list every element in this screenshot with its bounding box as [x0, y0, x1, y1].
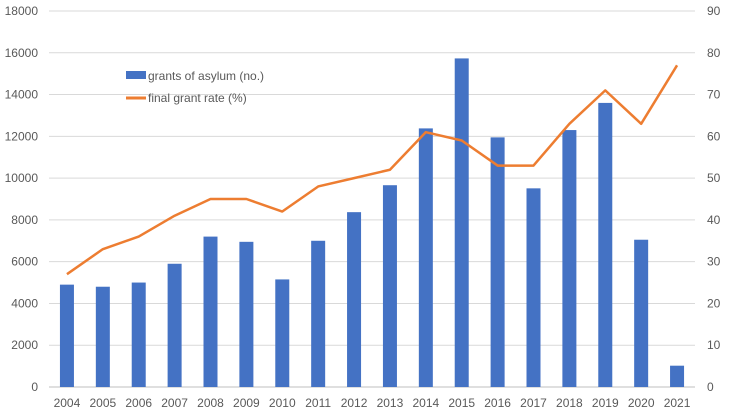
- left-tick-label: 18000: [5, 4, 39, 18]
- left-tick-label: 4000: [11, 296, 38, 310]
- gridlines: [49, 11, 695, 387]
- x-tick-label: 2017: [520, 396, 547, 410]
- x-tick-label: 2014: [412, 396, 439, 410]
- right-axis-ticks: 0 10 20 30 40 50 60 70 80 90: [707, 4, 721, 394]
- x-tick-label: 2004: [54, 396, 81, 410]
- bar-2010: [275, 279, 289, 387]
- left-axis-ticks: 0 2000 4000 6000 8000 10000 12000 14000 16000 180…: [5, 4, 39, 394]
- bar-2009: [239, 242, 253, 387]
- bar-2020: [634, 240, 648, 387]
- x-axis-ticks: 2004 2005 2006 2007 2008 2009 2010 2011 2012 2013…: [54, 396, 691, 410]
- left-tick-label: 14000: [5, 88, 39, 102]
- x-tick-label: 2010: [269, 396, 296, 410]
- right-tick-label: 70: [707, 88, 721, 102]
- bar-series: [60, 58, 684, 387]
- x-tick-label: 2008: [197, 396, 224, 410]
- left-tick-label: 10000: [5, 171, 39, 185]
- bar-2015: [455, 58, 469, 387]
- bar-2008: [204, 237, 218, 387]
- x-tick-label: 2005: [89, 396, 116, 410]
- x-tick-label: 2016: [484, 396, 511, 410]
- x-tick-label: 2015: [448, 396, 475, 410]
- bar-2011: [311, 241, 325, 387]
- legend: grants of asylum (no.) final grant rate …: [126, 69, 264, 105]
- right-tick-label: 40: [707, 213, 721, 227]
- right-tick-label: 0: [707, 380, 714, 394]
- left-tick-label: 8000: [11, 213, 38, 227]
- bar-2014: [419, 128, 433, 387]
- bar-2005: [96, 287, 110, 387]
- bar-2019: [598, 103, 612, 387]
- x-tick-label: 2019: [592, 396, 619, 410]
- x-tick-label: 2011: [305, 396, 331, 410]
- bar-2018: [562, 130, 576, 387]
- left-tick-label: 2000: [11, 338, 38, 352]
- right-tick-label: 10: [707, 338, 721, 352]
- right-tick-label: 90: [707, 4, 721, 18]
- legend-label-rate: final grant rate (%): [148, 91, 247, 105]
- right-tick-label: 80: [707, 46, 721, 60]
- left-tick-label: 0: [31, 380, 38, 394]
- bar-2004: [60, 285, 74, 387]
- left-tick-label: 12000: [5, 129, 39, 143]
- bar-2021: [670, 366, 684, 387]
- right-tick-label: 50: [707, 171, 721, 185]
- x-tick-label: 2013: [377, 396, 404, 410]
- bar-2012: [347, 212, 361, 387]
- bar-2006: [132, 283, 146, 387]
- x-tick-label: 2006: [125, 396, 152, 410]
- legend-label-grants: grants of asylum (no.): [148, 69, 264, 83]
- x-tick-label: 2009: [233, 396, 260, 410]
- bar-2007: [168, 264, 182, 387]
- right-tick-label: 30: [707, 255, 721, 269]
- bar-2013: [383, 185, 397, 387]
- x-tick-label: 2007: [161, 396, 188, 410]
- left-tick-label: 6000: [11, 255, 38, 269]
- x-tick-label: 2018: [556, 396, 583, 410]
- x-tick-label: 2020: [628, 396, 655, 410]
- bar-2016: [491, 137, 505, 387]
- x-tick-label: 2012: [341, 396, 368, 410]
- x-tick-label: 2021: [664, 396, 691, 410]
- right-tick-label: 60: [707, 129, 721, 143]
- left-tick-label: 16000: [5, 46, 39, 60]
- legend-bar-swatch: [126, 71, 146, 79]
- bar-2017: [527, 188, 541, 387]
- right-tick-label: 20: [707, 296, 721, 310]
